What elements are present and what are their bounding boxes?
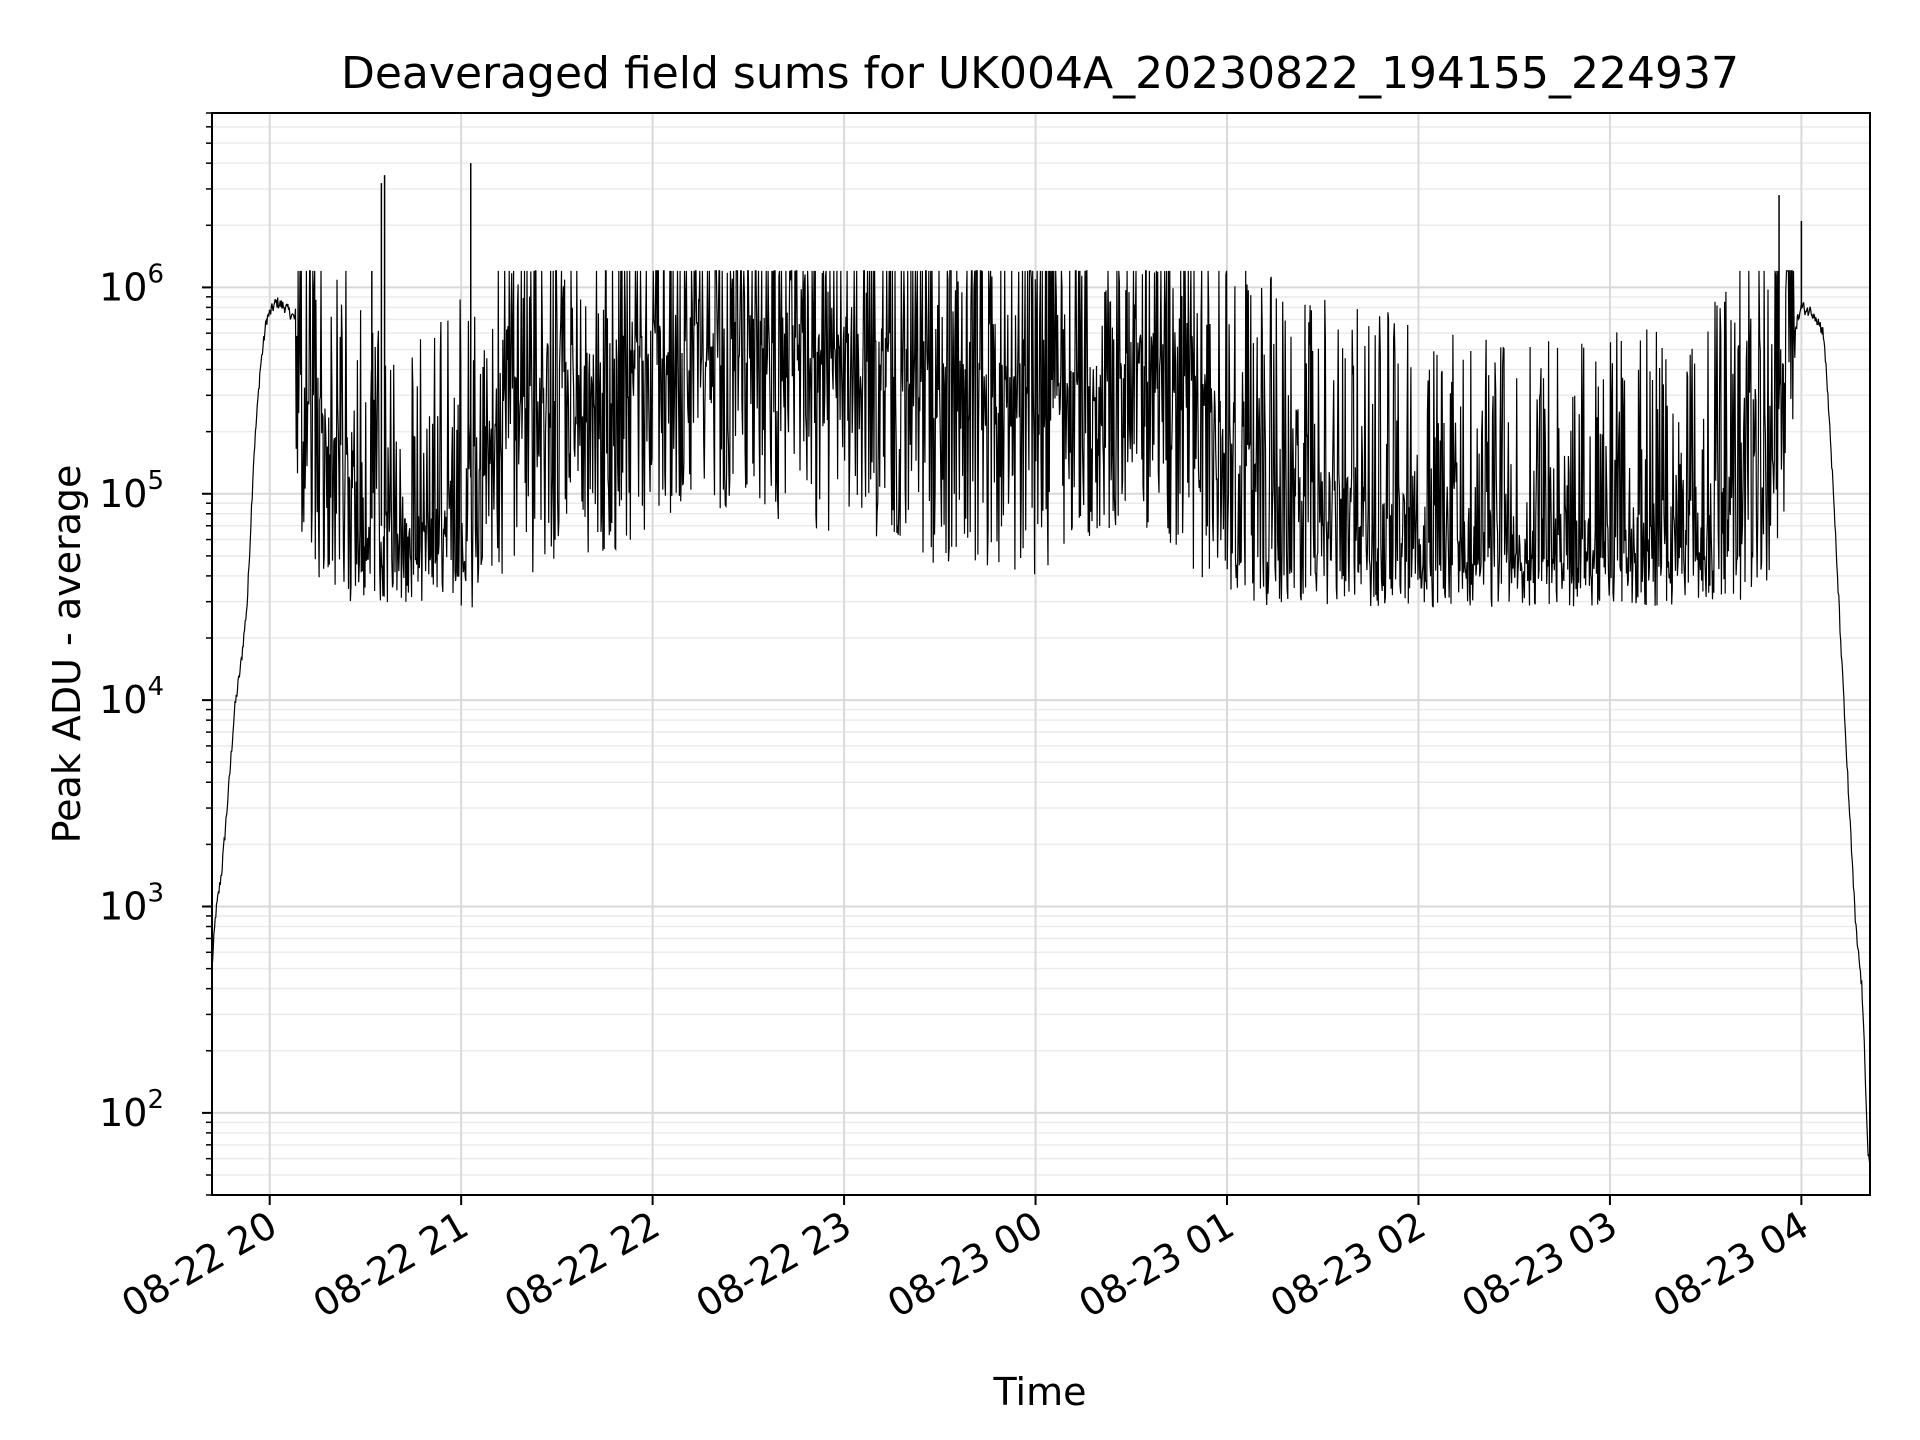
y-tick-label: 102: [99, 1085, 164, 1135]
y-axis-label: Peak ADU - average: [45, 465, 89, 844]
chart-title: Deaveraged field sums for UK004A_2023082…: [341, 48, 1739, 99]
y-tick-label: 103: [99, 879, 164, 929]
y-tick-label: 106: [99, 259, 164, 309]
y-tick-label: 105: [99, 466, 164, 516]
x-axis-label: Time: [993, 1370, 1087, 1414]
series-line: [211, 270, 1870, 1162]
spikes: [371, 163, 1803, 529]
y-axis-ticks: 102 103 104 105 106: [99, 112, 212, 1196]
y-tick-label: 104: [99, 672, 164, 722]
plot-frame: [211, 112, 1871, 1196]
